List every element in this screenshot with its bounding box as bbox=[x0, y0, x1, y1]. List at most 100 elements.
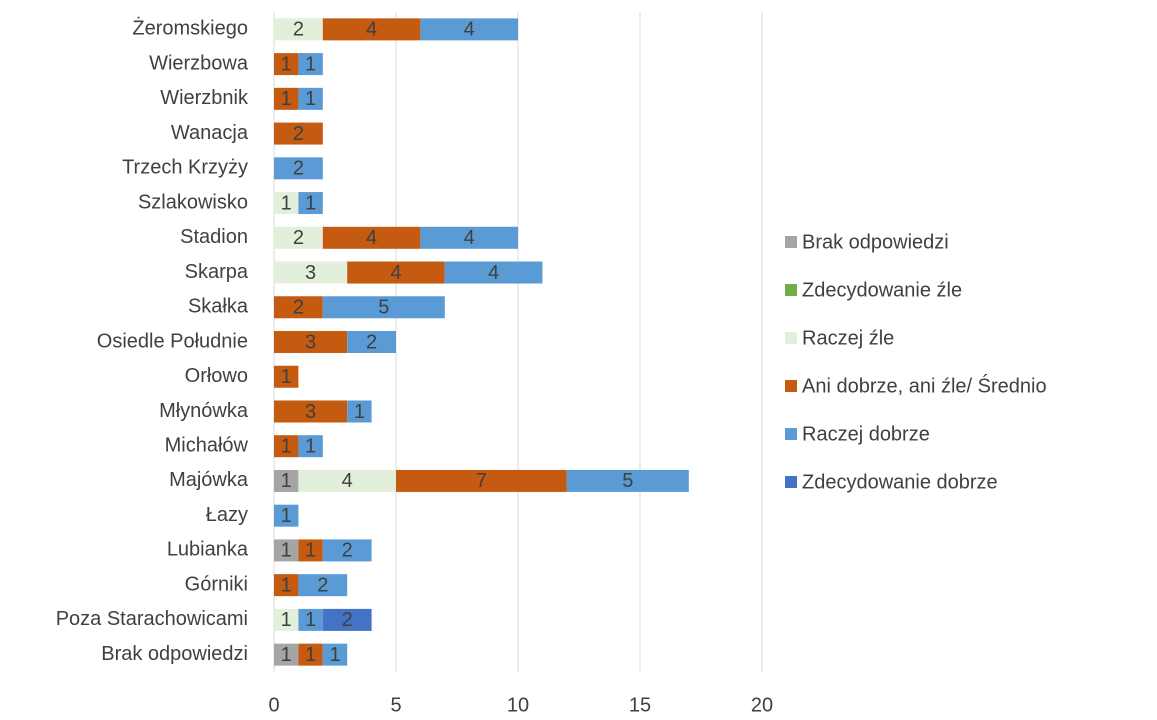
data-label: 1 bbox=[354, 401, 365, 423]
data-label: 2 bbox=[293, 158, 304, 180]
data-label: 4 bbox=[390, 262, 401, 284]
data-label: 4 bbox=[366, 227, 377, 249]
bar-segment bbox=[274, 574, 299, 597]
data-label: 4 bbox=[464, 227, 475, 249]
data-label: 3 bbox=[305, 401, 316, 423]
data-label: 4 bbox=[366, 19, 377, 41]
data-label: 2 bbox=[293, 19, 304, 41]
y-tick-label: Górniki bbox=[185, 573, 248, 595]
data-label: 1 bbox=[305, 192, 316, 214]
y-tick-label: Wierzbnik bbox=[160, 87, 249, 109]
data-label: 2 bbox=[293, 297, 304, 319]
bar-segment bbox=[298, 192, 323, 215]
data-label: 1 bbox=[281, 540, 292, 562]
legend-label: Raczej źle bbox=[802, 327, 894, 349]
bar-segment bbox=[274, 122, 323, 145]
data-label: 2 bbox=[317, 574, 328, 596]
y-tick-label: Lubianka bbox=[167, 539, 249, 561]
bar-segment bbox=[274, 331, 348, 353]
bar-segment bbox=[274, 435, 299, 458]
bar-segment bbox=[347, 261, 445, 284]
bar-segment bbox=[396, 469, 567, 492]
y-tick-label: Brak odpowiedzi bbox=[101, 643, 248, 665]
bar-segment bbox=[274, 643, 299, 666]
data-label: 1 bbox=[281, 574, 292, 596]
x-tick-label: 0 bbox=[268, 694, 279, 716]
data-label: 1 bbox=[305, 609, 316, 631]
data-label: 5 bbox=[622, 470, 633, 492]
data-label: 2 bbox=[342, 609, 353, 631]
bar-segment bbox=[274, 400, 348, 423]
data-label: 1 bbox=[305, 435, 316, 457]
bar-segment bbox=[298, 608, 323, 631]
bar-segment bbox=[298, 435, 323, 458]
legend-label: Zdecydowanie źle bbox=[802, 279, 962, 301]
data-label: 1 bbox=[305, 644, 316, 666]
bar-segment bbox=[322, 226, 421, 249]
data-label: 7 bbox=[476, 470, 487, 492]
y-tick-label: Skarpa bbox=[185, 261, 249, 283]
legend-swatch bbox=[785, 476, 797, 488]
bar-segment bbox=[274, 192, 299, 215]
y-tick-label: Stadion bbox=[180, 226, 248, 248]
bar-segment bbox=[322, 643, 348, 666]
bar-segment bbox=[274, 296, 323, 319]
bar-segment bbox=[322, 608, 372, 631]
data-label: 4 bbox=[342, 470, 353, 492]
data-label: 3 bbox=[305, 262, 316, 284]
bar-segment bbox=[420, 18, 518, 41]
y-tick-label: Wierzbowa bbox=[149, 52, 249, 74]
data-label: 1 bbox=[281, 609, 292, 631]
bar-segment bbox=[274, 504, 299, 527]
legend-swatch bbox=[785, 236, 797, 248]
data-label: 1 bbox=[281, 88, 292, 110]
bar-segment bbox=[274, 539, 299, 562]
data-label: 1 bbox=[305, 540, 316, 562]
data-label: 1 bbox=[305, 53, 316, 75]
y-tick-label: Skałka bbox=[188, 296, 249, 318]
legend-swatch bbox=[785, 332, 797, 344]
y-tick-label: Żeromskiego bbox=[132, 17, 248, 40]
y-tick-label: Młynówka bbox=[159, 400, 249, 422]
data-label: 2 bbox=[293, 123, 304, 145]
bar-segment bbox=[298, 87, 323, 110]
data-label: 1 bbox=[281, 435, 292, 457]
legend-swatch bbox=[785, 284, 797, 296]
bar-segment bbox=[420, 226, 518, 249]
bar-segment bbox=[322, 18, 421, 41]
y-tick-label: Poza Starachowicami bbox=[56, 608, 248, 630]
bar-segment bbox=[322, 296, 445, 319]
bar-segment bbox=[566, 469, 689, 492]
bar-segment bbox=[274, 469, 299, 492]
y-tick-label: Michałów bbox=[165, 434, 249, 456]
data-label: 2 bbox=[293, 227, 304, 249]
bar-segment bbox=[274, 87, 299, 110]
legend-label: Zdecydowanie dobrze bbox=[802, 471, 998, 493]
data-label: 1 bbox=[281, 644, 292, 666]
bar-segment bbox=[347, 400, 372, 423]
x-tick-label: 5 bbox=[390, 694, 401, 716]
data-label: 1 bbox=[281, 53, 292, 75]
data-label: 2 bbox=[342, 540, 353, 562]
x-tick-label: 15 bbox=[629, 694, 651, 716]
y-tick-label: Szlakowisko bbox=[138, 191, 248, 213]
bar-segment bbox=[274, 608, 299, 631]
bar-segment bbox=[322, 539, 372, 562]
legend-swatch bbox=[785, 380, 797, 392]
bar-segment bbox=[298, 574, 348, 597]
y-tick-label: Łazy bbox=[206, 504, 248, 526]
data-label: 3 bbox=[305, 331, 316, 353]
legend-label: Ani dobrze, ani źle/ Średnio bbox=[802, 373, 1047, 397]
data-label: 4 bbox=[488, 262, 499, 284]
data-label: 5 bbox=[378, 297, 389, 319]
x-tick-label: 10 bbox=[507, 694, 529, 716]
y-tick-label: Orłowo bbox=[185, 365, 248, 387]
bar-segment bbox=[274, 53, 299, 76]
data-label: 4 bbox=[464, 19, 475, 41]
data-label: 2 bbox=[366, 331, 377, 353]
bar-segment bbox=[298, 53, 323, 76]
bar-segment bbox=[298, 469, 396, 492]
bar-segment bbox=[347, 331, 396, 353]
bar-segment bbox=[274, 157, 323, 180]
